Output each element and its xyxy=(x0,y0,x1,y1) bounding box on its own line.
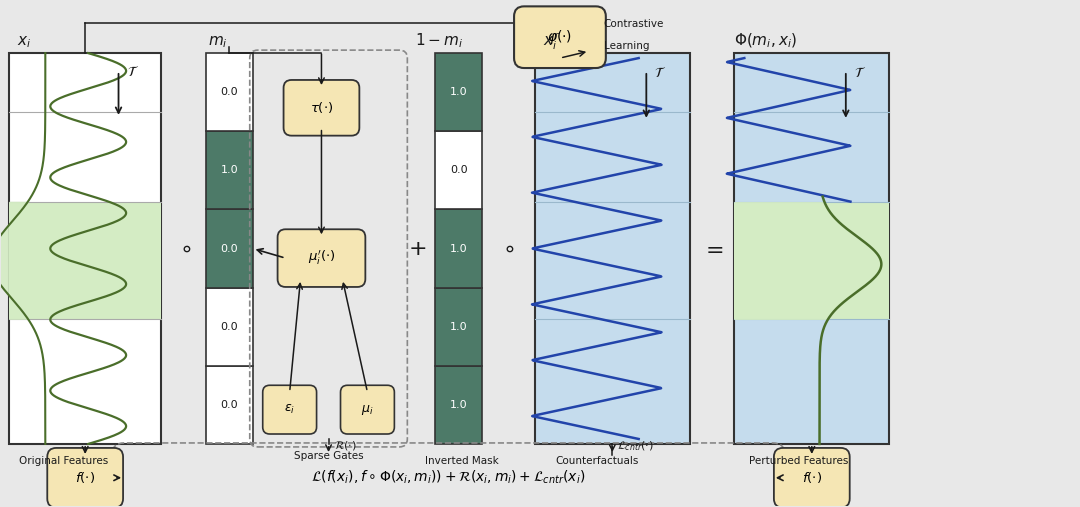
Text: $\mathcal{L}_{cntr}(\cdot)$: $\mathcal{L}_{cntr}(\cdot)$ xyxy=(618,439,654,453)
Text: 0.0: 0.0 xyxy=(450,165,468,175)
Bar xyxy=(206,287,253,366)
Text: Perturbed Features: Perturbed Features xyxy=(750,456,849,466)
Text: $\mathcal{T}$: $\mathcal{T}$ xyxy=(126,65,138,79)
Text: Contrastive: Contrastive xyxy=(604,19,664,29)
Text: $\tau(\cdot)$: $\tau(\cdot)$ xyxy=(310,100,333,115)
Text: 1.0: 1.0 xyxy=(450,322,468,332)
Text: $1-m_i$: $1-m_i$ xyxy=(416,31,463,50)
Text: $f(\cdot)$: $f(\cdot)$ xyxy=(801,470,822,485)
Bar xyxy=(435,53,482,131)
FancyBboxPatch shape xyxy=(48,448,123,507)
FancyBboxPatch shape xyxy=(284,80,360,136)
Text: $+$: $+$ xyxy=(408,238,427,259)
Bar xyxy=(206,131,253,209)
Text: Inverted Mask: Inverted Mask xyxy=(426,456,499,466)
Text: 0.0: 0.0 xyxy=(220,87,238,97)
Bar xyxy=(734,202,889,319)
Text: 0.0: 0.0 xyxy=(220,400,238,410)
Text: $\mathcal{T}$: $\mathcal{T}$ xyxy=(854,66,866,80)
Text: 0.0: 0.0 xyxy=(220,243,238,254)
Text: $\mathcal{T}$: $\mathcal{T}$ xyxy=(654,66,666,80)
Text: $=$: $=$ xyxy=(701,238,724,259)
Text: $\circ$: $\circ$ xyxy=(502,238,515,259)
Text: $m_i$: $m_i$ xyxy=(207,34,228,50)
Bar xyxy=(734,53,889,444)
Bar xyxy=(10,202,161,319)
FancyBboxPatch shape xyxy=(514,7,606,68)
FancyBboxPatch shape xyxy=(774,448,850,507)
Bar xyxy=(435,366,482,444)
Bar xyxy=(435,131,482,209)
Bar xyxy=(10,53,161,444)
Text: $\varphi(\cdot)$: $\varphi(\cdot)$ xyxy=(548,28,572,46)
Text: Learning: Learning xyxy=(604,41,649,51)
FancyBboxPatch shape xyxy=(278,229,365,287)
Text: 1.0: 1.0 xyxy=(450,400,468,410)
Text: 0.0: 0.0 xyxy=(220,322,238,332)
Text: $\circ$: $\circ$ xyxy=(179,238,191,259)
FancyBboxPatch shape xyxy=(340,385,394,434)
Bar xyxy=(206,209,253,287)
Bar xyxy=(206,366,253,444)
Text: $x_i$: $x_i$ xyxy=(17,34,31,50)
Text: $\Phi(m_i, x_i)$: $\Phi(m_i, x_i)$ xyxy=(734,31,797,50)
Text: $\mu_i'(\cdot)$: $\mu_i'(\cdot)$ xyxy=(308,249,335,267)
FancyBboxPatch shape xyxy=(262,385,316,434)
Text: 1.0: 1.0 xyxy=(220,165,238,175)
Text: $\mu_i$: $\mu_i$ xyxy=(361,403,374,417)
Text: Counterfactuals: Counterfactuals xyxy=(555,456,638,466)
Text: $\mathcal{L}(f(x_i), f \circ \Phi(x_i, m_i)) + \mathcal{R}(x_i, m_i) + \mathcal{: $\mathcal{L}(f(x_i), f \circ \Phi(x_i, m… xyxy=(311,469,585,486)
Bar xyxy=(535,53,690,444)
Text: Sparse Gates: Sparse Gates xyxy=(294,451,363,461)
Text: 1.0: 1.0 xyxy=(450,87,468,97)
Bar xyxy=(435,287,482,366)
Bar xyxy=(206,53,253,131)
Text: $\epsilon_i$: $\epsilon_i$ xyxy=(284,403,295,416)
Text: $x_i^r$: $x_i^r$ xyxy=(543,30,561,52)
Text: Original Features: Original Features xyxy=(19,456,109,466)
Text: $f(\cdot)$: $f(\cdot)$ xyxy=(76,470,95,485)
Bar xyxy=(435,209,482,287)
Text: $\mathcal{R}(\cdot)$: $\mathcal{R}(\cdot)$ xyxy=(334,440,356,452)
Text: 1.0: 1.0 xyxy=(450,243,468,254)
